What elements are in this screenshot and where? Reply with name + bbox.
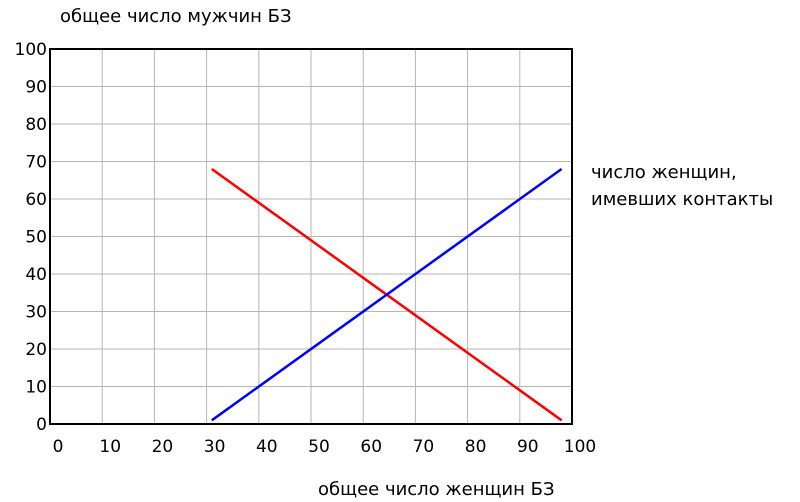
line-annotation: число женщин, имевших контакты bbox=[591, 159, 773, 213]
y-tick-label: 90 bbox=[25, 78, 47, 98]
series-lines bbox=[211, 167, 563, 422]
x-tick-label: 20 bbox=[152, 437, 174, 457]
grid-lines bbox=[49, 48, 573, 425]
x-tick-label: 50 bbox=[308, 437, 330, 457]
plot-frame bbox=[49, 48, 573, 425]
x-tick-label: 70 bbox=[413, 437, 435, 457]
y-tick-label: 10 bbox=[25, 378, 47, 398]
y-tick-label: 30 bbox=[25, 303, 47, 323]
y-tick-label: 100 bbox=[15, 40, 47, 60]
y-tick-label: 60 bbox=[25, 190, 47, 210]
x-tick-label: 30 bbox=[204, 437, 226, 457]
x-tick-labels: 0 10 20 30 40 50 60 70 80 90 100 bbox=[53, 437, 597, 457]
x-tick-label: 0 bbox=[53, 437, 64, 457]
y-tick-labels: 0 10 20 30 40 50 60 70 80 90 100 bbox=[15, 40, 47, 435]
annotation-line-1: число женщин, bbox=[591, 162, 737, 183]
y-tick-label: 50 bbox=[25, 228, 47, 248]
x-tick-label: 10 bbox=[99, 437, 121, 457]
y-tick-label: 70 bbox=[25, 153, 47, 173]
y-tick-label: 40 bbox=[25, 265, 47, 285]
x-tick-label: 100 bbox=[564, 437, 596, 457]
x-tick-label: 60 bbox=[360, 437, 382, 457]
x-axis-label: общее число женщин БЗ bbox=[318, 479, 555, 500]
x-tick-label: 80 bbox=[465, 437, 487, 457]
y-axis-label: общее число мужчин БЗ bbox=[60, 6, 292, 27]
y-tick-label: 20 bbox=[25, 340, 47, 360]
y-tick-label: 80 bbox=[25, 115, 47, 135]
x-tick-label: 40 bbox=[256, 437, 278, 457]
y-tick-label: 0 bbox=[36, 415, 47, 435]
annotation-line-2: имевших контакты bbox=[591, 189, 774, 210]
x-tick-label: 90 bbox=[517, 437, 539, 457]
series-line-2 bbox=[211, 167, 563, 422]
